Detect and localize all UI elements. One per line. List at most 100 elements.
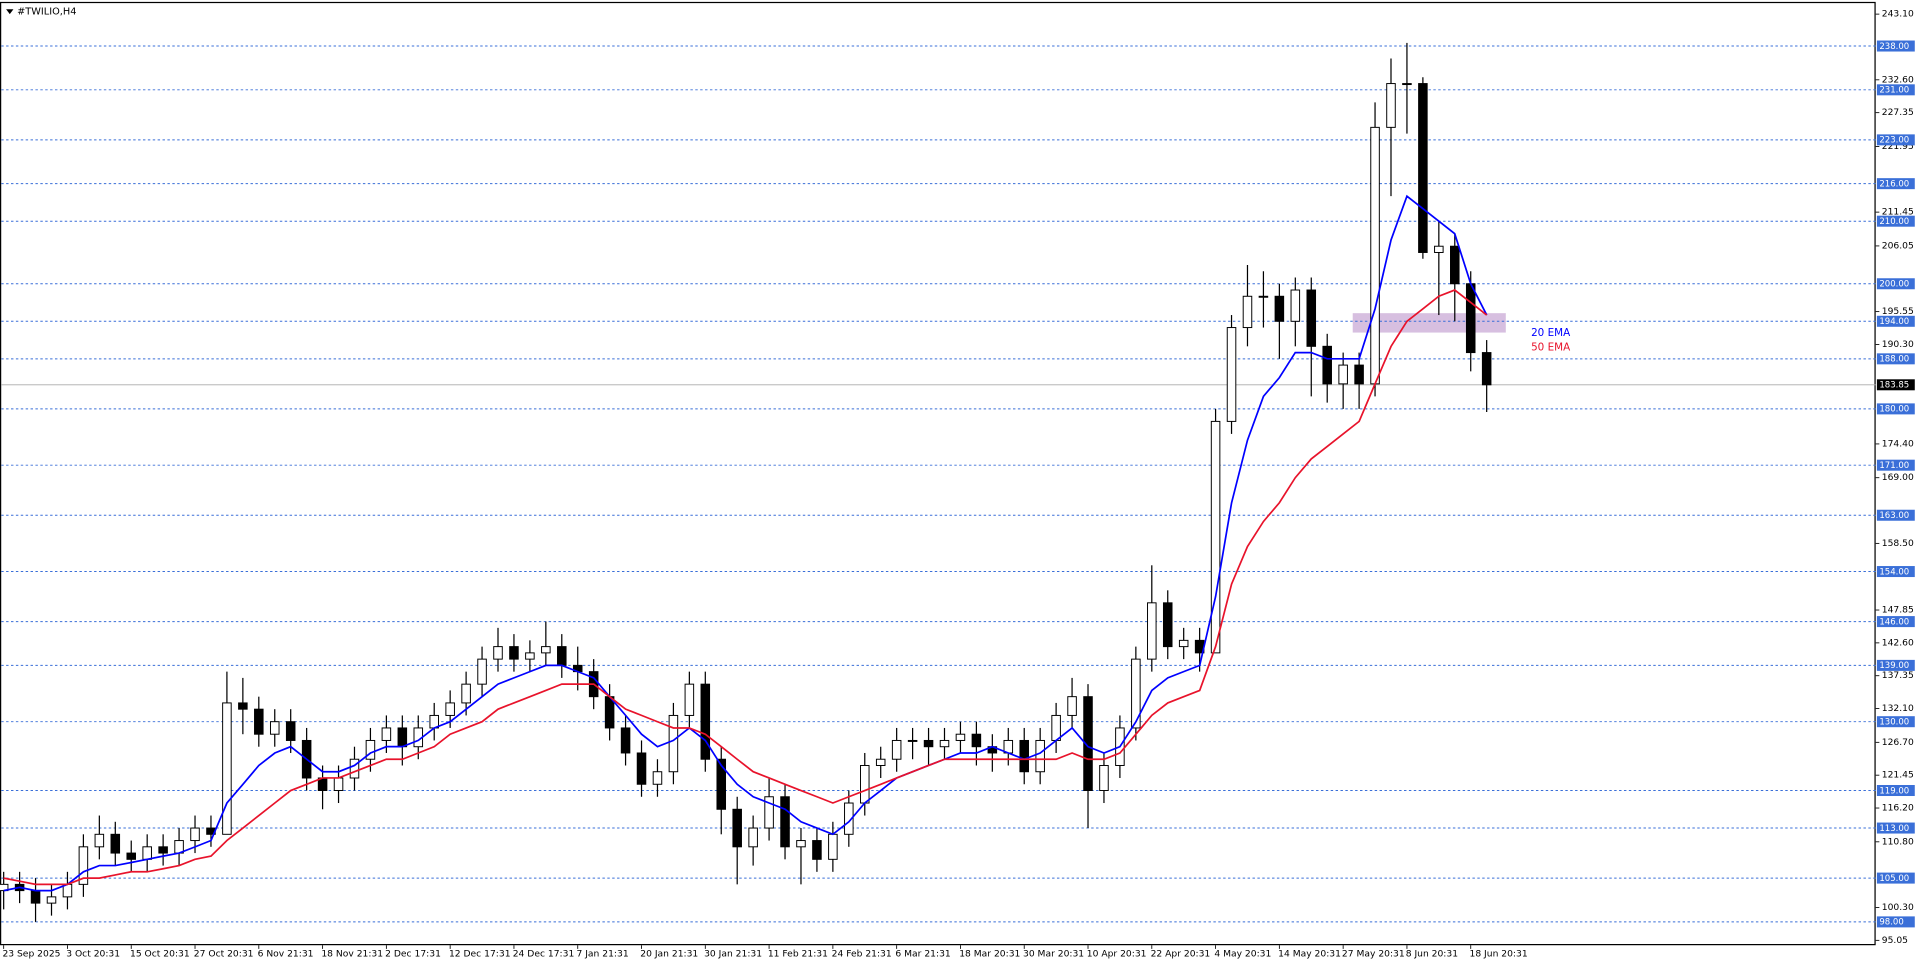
- candle-body: [923, 739, 934, 748]
- level-label: 139.00: [1879, 661, 1909, 671]
- level-label-box: [1876, 616, 1915, 628]
- level-label: 194.00: [1879, 317, 1909, 327]
- level-label: 210.00: [1879, 217, 1909, 227]
- candle-body: [1258, 295, 1269, 298]
- candle-body: [1099, 764, 1109, 791]
- level-label-box: [1876, 659, 1915, 671]
- candle-body: [939, 739, 950, 748]
- y-tick-label: 132.10: [1882, 703, 1914, 714]
- candle-body: [1019, 739, 1029, 773]
- legend-label: 50 EMA: [1531, 342, 1571, 354]
- x-tick-label: 15 Oct 20:31: [130, 948, 190, 959]
- x-tick-label: 24 Dec 17:31: [513, 948, 575, 959]
- candle-body: [30, 890, 41, 904]
- candle-body: [1131, 658, 1141, 729]
- x-tick-label: 6 Mar 21:31: [895, 948, 950, 959]
- level-label-box: [1876, 459, 1915, 471]
- candle-body: [1290, 289, 1301, 322]
- x-tick-label: 8 Jun 20:31: [1406, 948, 1458, 959]
- level-label: 171.00: [1879, 461, 1909, 471]
- candle-body: [1178, 639, 1189, 648]
- level-label-box: [1876, 509, 1915, 521]
- candle-body: [541, 646, 551, 654]
- x-tick-label: 20 Jan 21:31: [640, 948, 698, 959]
- candle-body: [844, 802, 854, 835]
- candle-body: [1338, 364, 1348, 385]
- candle-body: [126, 852, 137, 860]
- menu-arrow[interactable]: [6, 9, 14, 15]
- candle-body: [668, 714, 679, 773]
- candle-body: [907, 739, 918, 742]
- y-tick-label: 243.10: [1882, 9, 1914, 20]
- ema-line: [3, 194, 1488, 892]
- level-label-box: [1876, 403, 1915, 415]
- candle-body: [684, 683, 695, 716]
- ema-line: [3, 289, 1488, 886]
- candle-body: [636, 752, 647, 785]
- candle-body: [1402, 83, 1412, 86]
- candle-body: [1147, 602, 1157, 660]
- level-label-box: [1876, 716, 1915, 728]
- level-label-box: [1876, 178, 1915, 190]
- candle-body: [1162, 602, 1173, 648]
- candle-body: [1035, 739, 1045, 773]
- candle-body: [397, 727, 408, 748]
- level-label: 130.00: [1879, 718, 1909, 728]
- x-tick-label: 10 Apr 20:31: [1087, 948, 1147, 959]
- candle-body: [0, 883, 9, 892]
- legend-label: 20 EMA: [1531, 327, 1571, 339]
- level-label-box: [1876, 566, 1915, 578]
- candle-body: [269, 721, 280, 735]
- candle-body: [190, 827, 200, 842]
- candle-body: [796, 840, 806, 848]
- candle-body: [94, 833, 105, 848]
- candle-body: [78, 846, 89, 885]
- level-label: 180.00: [1879, 405, 1909, 415]
- level-label: 231.00: [1879, 86, 1909, 96]
- candle-body: [509, 646, 519, 660]
- candle-body: [525, 652, 535, 660]
- candle-body: [1306, 289, 1317, 347]
- level-label-box: [1876, 872, 1915, 884]
- candle-body: [46, 896, 57, 904]
- candle-body: [812, 840, 822, 860]
- level-label: 216.00: [1879, 180, 1909, 190]
- candle-body: [461, 683, 471, 704]
- level-label: 238.00: [1879, 42, 1909, 52]
- x-tick-label: 18 Nov 21:31: [321, 948, 383, 959]
- candle-body: [1434, 245, 1444, 253]
- level-label: 105.00: [1879, 874, 1909, 884]
- last-price-label: 183.85: [1879, 381, 1909, 391]
- level-label: 163.00: [1879, 511, 1909, 521]
- candle-body: [780, 796, 790, 848]
- x-tick-label: 7 Jan 21:31: [577, 948, 629, 959]
- x-tick-label: 3 Oct 20:31: [66, 948, 120, 959]
- candle-body: [1465, 283, 1476, 354]
- candle-body: [1354, 364, 1364, 385]
- y-tick-label: 227.35: [1882, 107, 1914, 118]
- level-label-box: [1876, 278, 1915, 290]
- candle-body: [971, 733, 982, 748]
- candle-body: [1051, 714, 1061, 741]
- candle-body: [238, 702, 248, 710]
- candle-body: [381, 727, 392, 741]
- y-tick-label: 137.35: [1882, 670, 1914, 681]
- candle-body: [142, 846, 152, 860]
- level-label-box: [1876, 134, 1915, 146]
- x-tick-label: 27 May 20:31: [1342, 948, 1405, 959]
- chart-title: #TWILIO,H4: [17, 7, 76, 18]
- level-label: 154.00: [1879, 567, 1909, 577]
- candle-body: [445, 702, 455, 716]
- x-tick-label: 18 Jun 20:31: [1470, 948, 1528, 959]
- candle-body: [955, 733, 966, 741]
- level-label-box: [1876, 215, 1915, 227]
- candle-body: [1450, 245, 1460, 285]
- candle-body: [1370, 126, 1380, 385]
- candle-body: [1242, 295, 1253, 329]
- level-label: 146.00: [1879, 617, 1909, 627]
- candle-body: [254, 708, 264, 735]
- level-label-box: [1876, 315, 1915, 327]
- candle-body: [875, 758, 886, 766]
- candle-body: [828, 833, 838, 860]
